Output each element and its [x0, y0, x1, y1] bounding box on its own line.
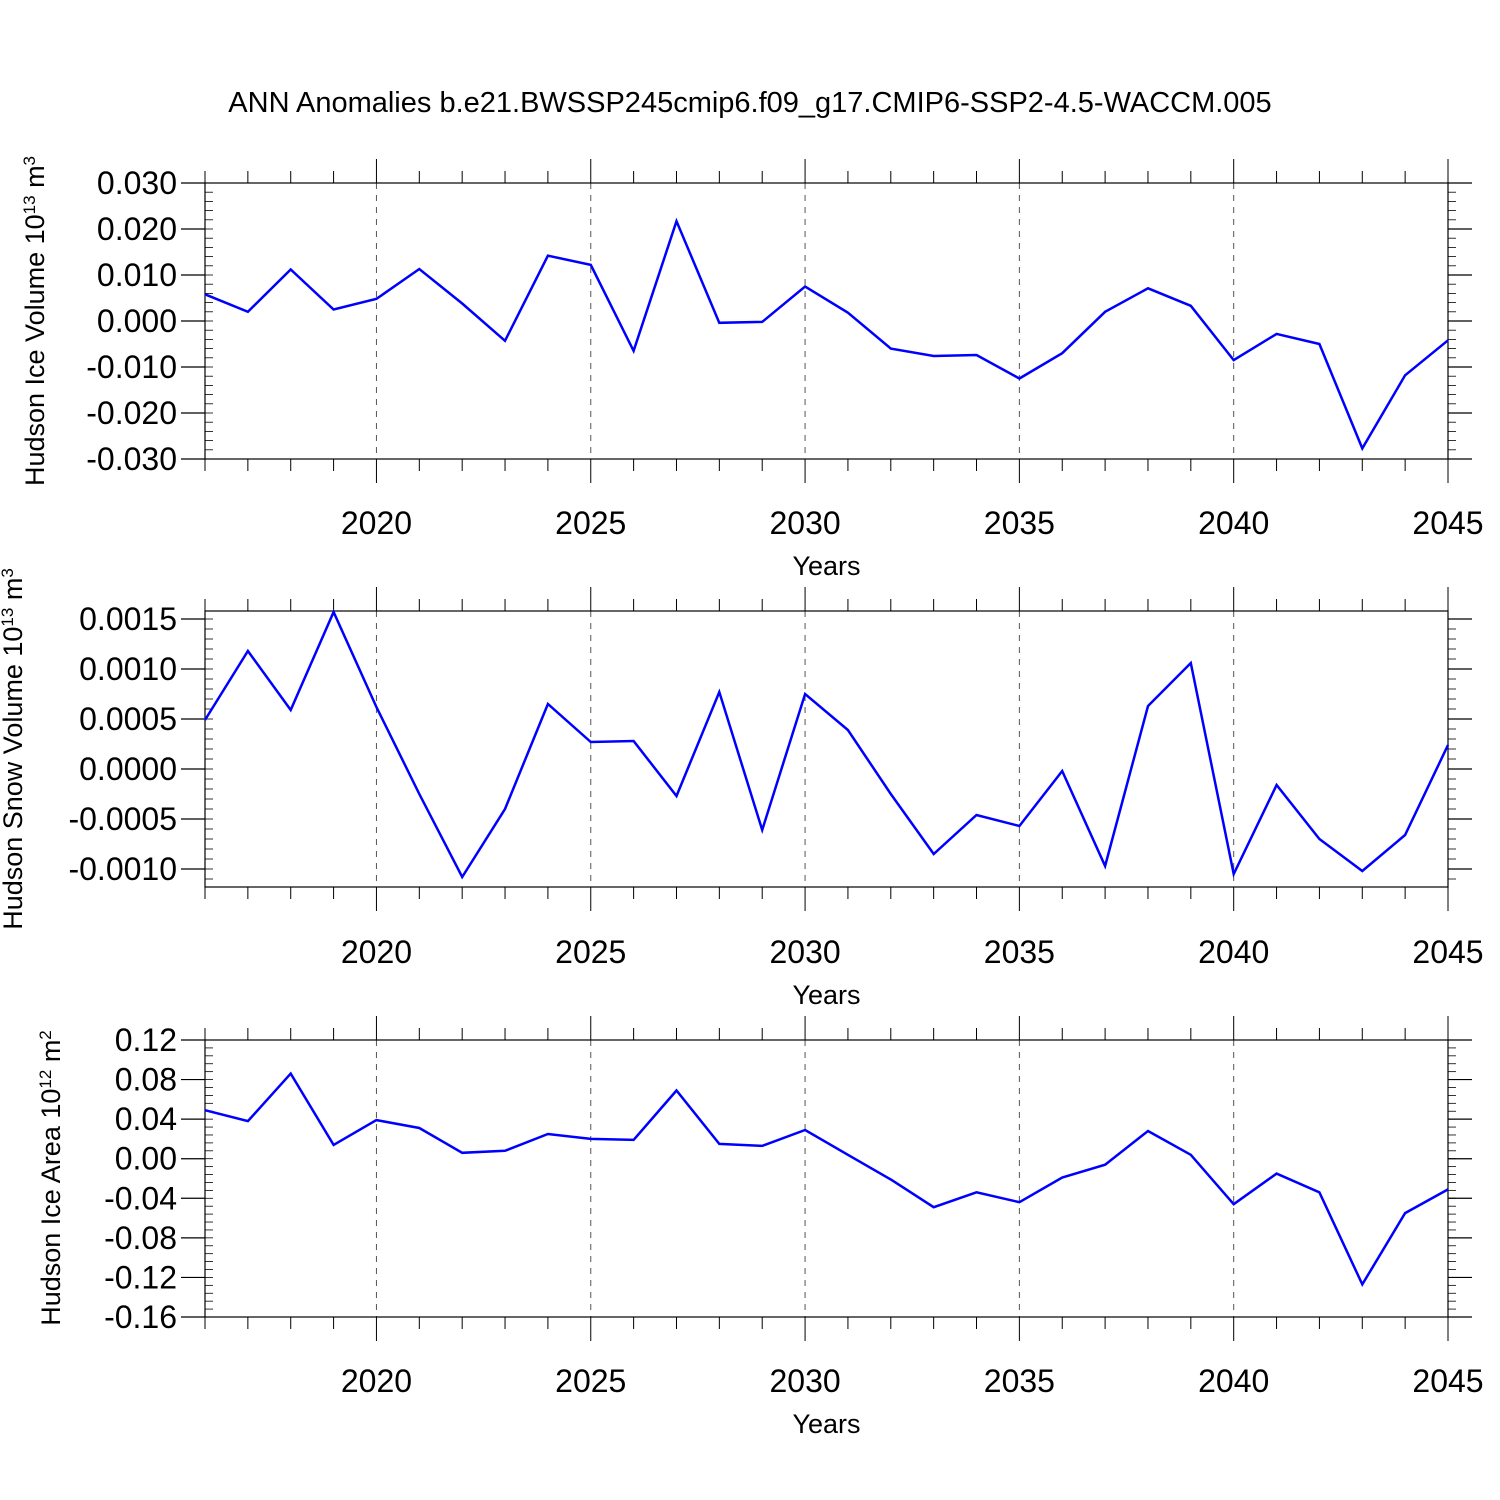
- panel-2: -0.0010 -0.0005 0.0000 0.0005 0.0010 0.0015 20…: [0, 568, 1484, 1010]
- x-tick-label: 2040: [1198, 1363, 1269, 1399]
- x-tick-label: 2045: [1412, 934, 1483, 970]
- y-tick-label: 0.020: [97, 211, 177, 247]
- y-axis-label-text: Hudson Snow Volume 10: [0, 627, 28, 930]
- y-tick-label: 0.010: [97, 257, 177, 293]
- y-axis-label-text: m: [20, 165, 50, 195]
- y-axis-label-text: m: [0, 578, 28, 608]
- y-tick-label: 0.0005: [79, 701, 177, 737]
- x-tick-label: 2045: [1412, 505, 1483, 541]
- y-axis-label-text: Hudson Ice Volume 10: [20, 214, 50, 486]
- panel-1: -0.030 -0.020 -0.010 0.000 0.010 0.020 0.030 20…: [20, 156, 1484, 581]
- y-axis-label: Hudson Ice Area 1012 m2: [36, 1030, 67, 1326]
- x-tick-label: 2035: [984, 934, 1055, 970]
- y-tick-label: 0.00: [115, 1141, 177, 1177]
- x-tick-label: 2025: [555, 1363, 626, 1399]
- x-tick-label: 2035: [984, 1363, 1055, 1399]
- y-tick-label: 0.030: [97, 165, 177, 201]
- y-tick-label: 0.0000: [79, 751, 177, 787]
- y-tick-label: -0.0005: [68, 801, 177, 837]
- x-axis-label: Years: [792, 1409, 860, 1439]
- x-tick-label: 2020: [341, 934, 412, 970]
- y-axis-label-superscript: 3: [0, 568, 17, 577]
- series-line: [204, 217, 1449, 452]
- y-tick-label: -0.12: [104, 1259, 177, 1295]
- plot-frame: [204, 182, 1449, 460]
- y-tick-label: -0.04: [104, 1180, 177, 1216]
- y-tick-label: -0.010: [86, 349, 177, 385]
- x-tick-label: 2020: [341, 505, 412, 541]
- y-tick-label: -0.020: [86, 395, 177, 431]
- y-axis-label: Hudson Snow Volume 1013 m3: [0, 568, 28, 930]
- chart-title: ANN Anomalies b.e21.BWSSP245cmip6.f09_g1…: [228, 87, 1271, 119]
- x-tick-label: 2030: [769, 1363, 840, 1399]
- x-tick-label: 2020: [341, 1363, 412, 1399]
- y-axis-label-text: Hudson Ice Area 10: [36, 1089, 66, 1326]
- y-axis-label-text: m: [36, 1040, 66, 1070]
- y-tick-label: 0.08: [115, 1062, 177, 1098]
- plot-frame: [204, 1039, 1449, 1318]
- x-tick-label: 2040: [1198, 505, 1269, 541]
- y-tick-label: 0.12: [115, 1022, 177, 1058]
- x-tick-label: 2030: [769, 934, 840, 970]
- y-axis-label: Hudson Ice Volume 1013 m3: [20, 156, 51, 486]
- y-tick-label: -0.0010: [68, 851, 177, 887]
- x-tick-label: 2025: [555, 505, 626, 541]
- x-axis-label: Years: [792, 980, 860, 1010]
- y-tick-label: 0.0010: [79, 651, 177, 687]
- y-axis-label-superscript: 13: [20, 195, 39, 214]
- y-tick-label: -0.08: [104, 1220, 177, 1256]
- plot-frame: [204, 610, 1449, 888]
- series-line: [204, 1071, 1449, 1288]
- y-tick-label: 0.000: [97, 303, 177, 339]
- y-axis-label-superscript: 2: [36, 1030, 55, 1039]
- y-axis-label-superscript: 13: [0, 608, 17, 627]
- y-tick-label: 0.04: [115, 1101, 177, 1137]
- x-tick-label: 2030: [769, 505, 840, 541]
- x-tick-label: 2040: [1198, 934, 1269, 970]
- x-tick-label: 2025: [555, 934, 626, 970]
- y-tick-label: -0.030: [86, 441, 177, 477]
- y-axis-label-superscript: 12: [36, 1070, 55, 1089]
- panel-3: -0.16 -0.12-0.08 -0.040.00 0.040.08 0.12 2020…: [36, 1016, 1484, 1439]
- x-axis-label: Years: [792, 551, 860, 581]
- x-tick-label: 2045: [1412, 1363, 1483, 1399]
- y-tick-label: 0.0015: [79, 601, 177, 637]
- y-tick-label: -0.16: [104, 1299, 177, 1335]
- series-line: [203, 608, 1450, 880]
- y-axis-label-superscript: 3: [20, 156, 39, 165]
- x-tick-label: 2035: [984, 505, 1055, 541]
